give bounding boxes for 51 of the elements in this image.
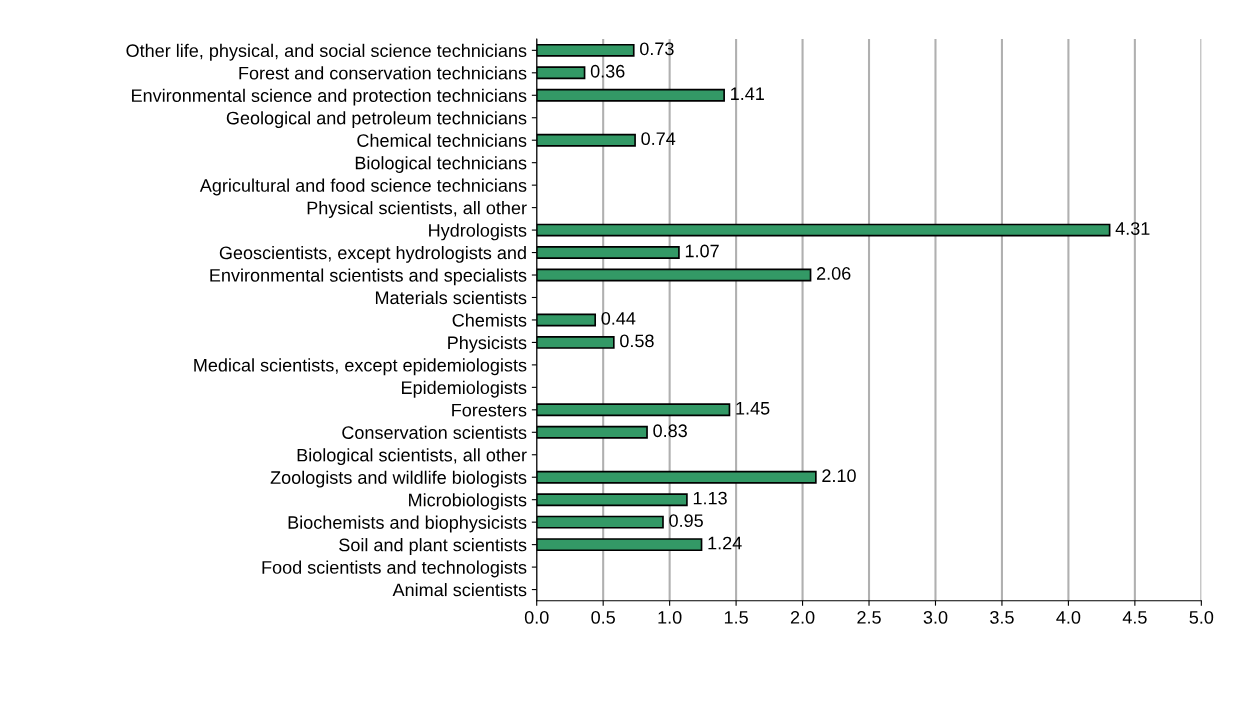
data-label: 0.58 xyxy=(620,334,654,348)
data-label: 2.10 xyxy=(822,469,856,483)
y-tick-label: Food scientists and technologists xyxy=(262,560,527,578)
x-tick-label: 0.0 xyxy=(524,610,549,624)
y-tick-label: Microbiologists xyxy=(409,493,527,510)
data-label: 0.95 xyxy=(669,514,703,528)
x-tick-label: 5.0 xyxy=(1189,610,1214,624)
data-label: 1.13 xyxy=(693,491,727,505)
data-label: 0.36 xyxy=(590,64,625,78)
y-tick-label: Chemists xyxy=(452,313,527,327)
x-tick-label: 2.0 xyxy=(790,610,815,624)
y-tick-label: Materials scientists xyxy=(375,290,527,305)
y-tick-label: Hydrologists xyxy=(429,223,527,241)
x-tick-label: 3.0 xyxy=(923,610,948,624)
x-tick-label: 2.5 xyxy=(857,610,881,624)
y-tick-label: Other life, physical, and social science technicians xyxy=(126,43,527,61)
data-label: 4.31 xyxy=(1115,222,1150,235)
x-tick-label: 4.5 xyxy=(1122,611,1147,624)
y-tick-label: Physical scientists, all other xyxy=(307,201,527,218)
data-label: 1.24 xyxy=(708,536,742,550)
x-tick-label: 1.0 xyxy=(658,610,682,624)
y-tick-label: Agricultural and food science technicians xyxy=(199,178,527,196)
data-label: 1.45 xyxy=(736,402,770,415)
data-label: 1.41 xyxy=(731,87,764,100)
data-label: 0.74 xyxy=(641,132,676,146)
data-label: 1.07 xyxy=(685,244,719,258)
y-tick-label: Zoologists and wildlife biologists xyxy=(270,470,527,488)
y-tick-label: Animal scientists xyxy=(392,583,527,597)
y-tick-label: Soil and plant scientists xyxy=(339,538,527,555)
y-tick-label: Biochemists and biophysicists xyxy=(288,515,527,533)
y-tick-label: Geoscientists, except hydrologists and xyxy=(219,246,526,263)
y-tick-label: Physicists xyxy=(448,335,527,353)
x-tick-label: 0.5 xyxy=(591,610,615,624)
data-label: 0.73 xyxy=(640,42,674,56)
x-tick-label: 3.5 xyxy=(990,610,1014,624)
x-tick-label: 4.0 xyxy=(1056,610,1081,624)
y-tick-label: Environmental science and protection technicians xyxy=(132,88,527,106)
y-tick-label: Conservation scientists xyxy=(342,425,527,440)
data-label: 0.44 xyxy=(601,312,636,325)
y-tick-label: Foresters xyxy=(452,403,527,417)
data-label: 0.83 xyxy=(653,424,687,438)
y-tick-label: Medical scientists, except epidemiologists xyxy=(194,358,527,376)
y-tick-label: Environmental scientists and specialists xyxy=(210,268,527,286)
y-tick-label: Biological technicians xyxy=(355,156,527,173)
data-label: 2.06 xyxy=(817,267,851,280)
y-tick-label: Geological and petroleum technicians xyxy=(226,111,527,129)
y-tick-label: Biological scientists, all other xyxy=(297,448,527,466)
y-tick-label: Forest and conservation technicians xyxy=(239,66,527,80)
y-tick-label: Chemical technicians xyxy=(357,133,527,147)
x-tick-label: 1.5 xyxy=(724,611,748,624)
y-tick-label: Epidemiologists xyxy=(402,380,527,398)
